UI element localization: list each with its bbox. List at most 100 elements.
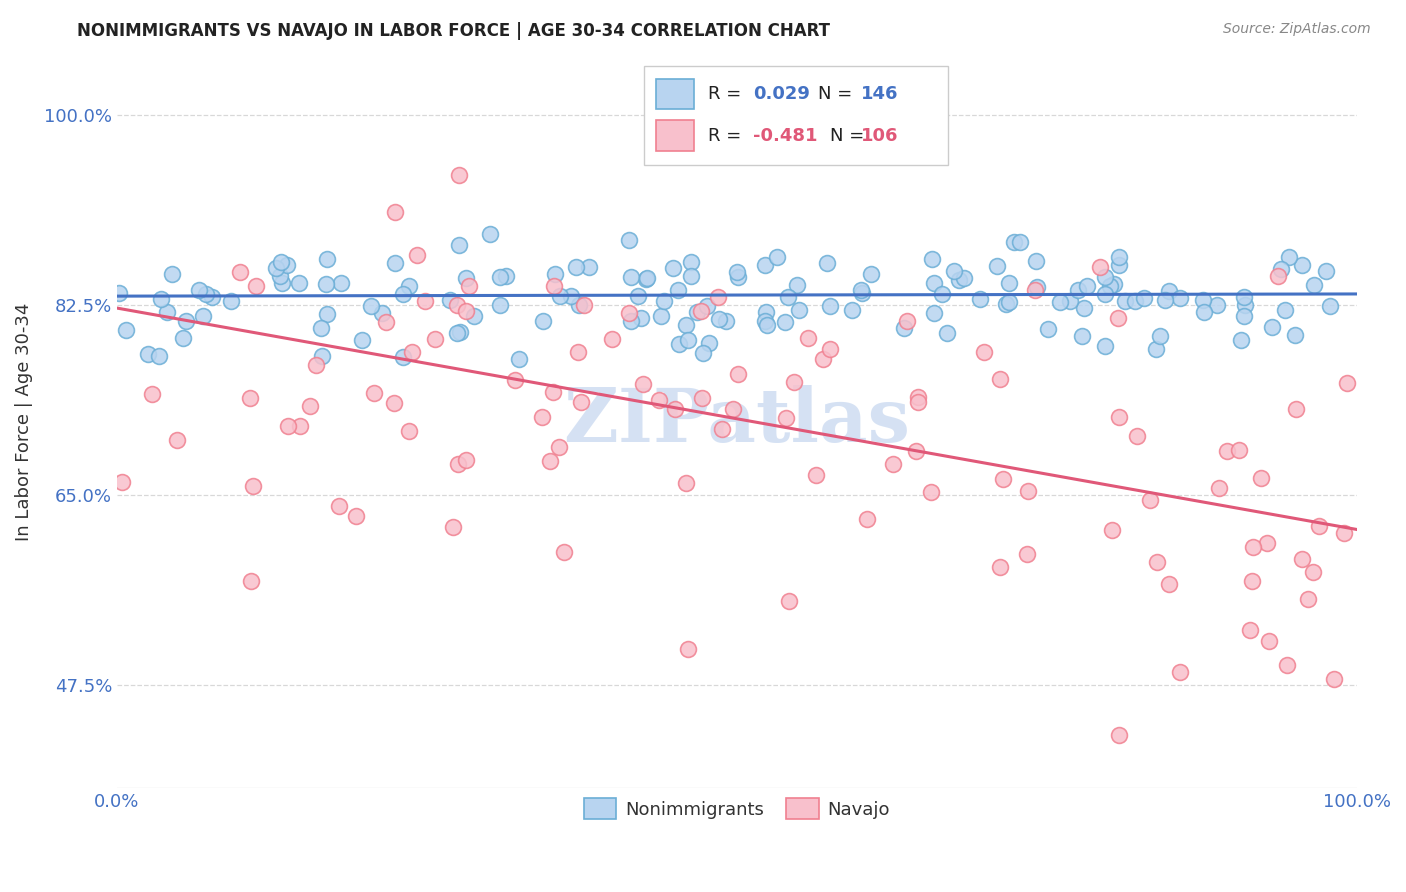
Point: [1125, 429, 1147, 443]
Point: [553, 545, 575, 559]
Point: [631, 376, 654, 391]
Point: [136, 347, 159, 361]
Point: [859, 267, 882, 281]
Point: [374, 314, 396, 328]
Point: [311, 349, 333, 363]
Point: [1336, 376, 1358, 391]
Point: [1323, 672, 1346, 686]
Point: [541, 384, 564, 399]
Point: [449, 169, 471, 183]
Point: [1284, 401, 1306, 416]
Point: [896, 314, 918, 328]
Point: [1170, 665, 1192, 679]
Point: [245, 278, 267, 293]
Point: [565, 260, 588, 274]
Point: [692, 345, 714, 359]
Point: [935, 326, 957, 340]
Point: [815, 255, 838, 269]
Point: [1250, 471, 1272, 485]
Point: [969, 292, 991, 306]
Point: [1059, 293, 1081, 308]
Point: [661, 260, 683, 275]
Point: [675, 475, 697, 490]
Point: [1277, 658, 1299, 673]
Point: [1274, 302, 1296, 317]
Point: [766, 250, 789, 264]
FancyBboxPatch shape: [657, 120, 693, 151]
Point: [148, 349, 170, 363]
Point: [423, 332, 446, 346]
Point: [191, 309, 214, 323]
Point: [166, 433, 188, 447]
Point: [710, 422, 733, 436]
Point: [775, 410, 797, 425]
Point: [454, 453, 477, 467]
Point: [1192, 305, 1215, 319]
Point: [488, 298, 510, 312]
Point: [1249, 803, 1271, 817]
Point: [1123, 294, 1146, 309]
Point: [754, 258, 776, 272]
Point: [942, 264, 965, 278]
Point: [543, 279, 565, 293]
Point: [1017, 484, 1039, 499]
Point: [907, 390, 929, 404]
Text: 106: 106: [860, 127, 898, 145]
Point: [804, 467, 827, 482]
Point: [697, 335, 720, 350]
Point: [696, 299, 718, 313]
Point: [797, 331, 820, 345]
FancyBboxPatch shape: [657, 78, 693, 110]
Point: [723, 402, 745, 417]
Legend: Nonimmigrants, Navajo: Nonimmigrants, Navajo: [576, 791, 897, 827]
Point: [1319, 299, 1341, 313]
Point: [1241, 541, 1264, 555]
Point: [630, 310, 652, 325]
Point: [446, 326, 468, 340]
Point: [489, 269, 512, 284]
Point: [778, 594, 800, 608]
Point: [1227, 442, 1250, 457]
Point: [856, 511, 879, 525]
Point: [998, 276, 1021, 290]
Point: [634, 272, 657, 286]
Point: [1206, 298, 1229, 312]
Point: [1024, 283, 1046, 297]
Point: [544, 267, 567, 281]
Point: [1208, 481, 1230, 495]
Point: [948, 273, 970, 287]
Point: [1101, 523, 1123, 537]
Point: [1088, 260, 1111, 274]
Point: [187, 283, 209, 297]
Text: -0.481: -0.481: [754, 127, 818, 145]
Point: [457, 279, 479, 293]
Point: [495, 268, 517, 283]
Point: [1094, 287, 1116, 301]
Point: [1108, 728, 1130, 742]
Point: [924, 277, 946, 291]
Point: [617, 306, 640, 320]
Point: [1333, 525, 1355, 540]
Point: [569, 395, 592, 409]
Point: [1146, 555, 1168, 569]
Text: 146: 146: [860, 85, 898, 103]
Point: [1302, 277, 1324, 292]
Point: [382, 396, 405, 410]
Text: R =: R =: [709, 127, 748, 145]
Point: [449, 325, 471, 339]
Point: [174, 314, 197, 328]
Point: [995, 297, 1018, 311]
Point: [141, 387, 163, 401]
Point: [1154, 293, 1177, 307]
Point: [398, 278, 420, 293]
Point: [548, 441, 571, 455]
Point: [1159, 577, 1181, 591]
Point: [447, 458, 470, 472]
Point: [1108, 250, 1130, 264]
Point: [1098, 278, 1121, 293]
Point: [741, 127, 763, 141]
Point: [922, 306, 945, 320]
Point: [360, 299, 382, 313]
Point: [1270, 262, 1292, 277]
Point: [627, 289, 650, 303]
